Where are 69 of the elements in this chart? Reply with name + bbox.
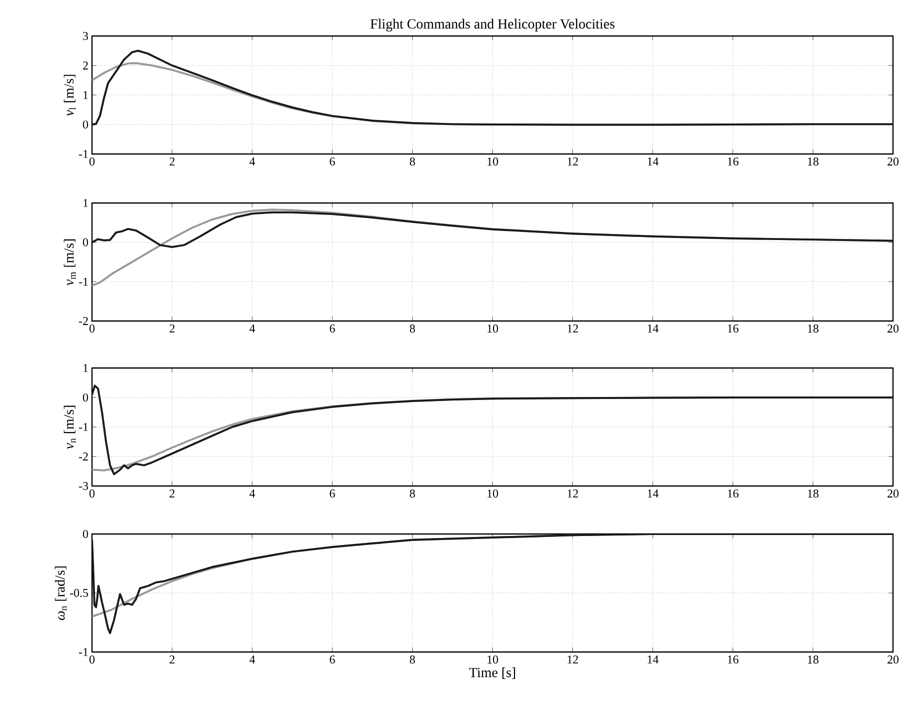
x-tick-label: 16 (728, 489, 738, 498)
y-tick-label: -1 (78, 150, 88, 158)
x-tick-label: 18 (808, 324, 818, 333)
y-tick-label: 0 (82, 238, 88, 246)
y-axis-title: v$_{n}$ [m/s] (64, 406, 76, 450)
y-tick-label: -0.5 (70, 588, 88, 598)
x-tick-label: 2 (170, 656, 174, 664)
y-tick-label: 3 (83, 32, 88, 40)
x-tick-label: 0 (89, 324, 95, 333)
y-tick-label: 0 (82, 120, 88, 129)
y-tick-label: -2 (78, 452, 88, 460)
x-tick-label: 18 (808, 490, 818, 498)
x-axis-title: Time [s] (469, 667, 516, 679)
x-tick-label: 14 (648, 158, 659, 166)
y-axis-title: ω$_{n}$ [rad/s] (54, 566, 67, 620)
x-tick-label: 10 (488, 656, 498, 664)
y-tick-label: -1 (78, 423, 88, 431)
y-tick-label: 1 (84, 364, 88, 372)
x-tick-label: 4 (249, 656, 256, 664)
x-tick-label: 8 (410, 656, 415, 664)
x-tick-label: 4 (249, 324, 256, 332)
y-tick-label: -2 (78, 317, 88, 325)
x-tick-label: 10 (488, 324, 498, 333)
y-tick-label: -1 (78, 648, 88, 656)
y-tick-label: -3 (78, 482, 88, 490)
x-tick-label: 16 (728, 324, 738, 333)
y-axis-title: v$_{m}$ [m/s] (64, 239, 76, 286)
x-tick-label: 6 (330, 324, 335, 333)
y-tick-label: 0 (82, 530, 88, 538)
y-tick-label: 1 (84, 199, 88, 207)
x-tick-label: 20 (888, 656, 899, 664)
x-tick-label: 6 (330, 157, 335, 166)
x-tick-label: 14 (648, 656, 659, 664)
x-tick-label: 20 (888, 324, 899, 333)
y-tick-label: 1 (84, 91, 88, 99)
line-series (92, 211, 894, 248)
x-tick-label: 0 (89, 158, 95, 166)
x-tick-label: 2 (170, 324, 174, 332)
x-tick-label: 8 (410, 324, 415, 333)
x-tick-label: 8 (410, 158, 415, 166)
x-tick-label: 20 (888, 490, 899, 498)
x-tick-label: 18 (808, 656, 818, 664)
x-tick-label: 0 (89, 656, 95, 664)
x-tick-label: 2 (170, 157, 174, 166)
y-axis-title: v$_{l}$ [m/s] (64, 74, 76, 116)
x-tick-label: 18 (808, 158, 818, 166)
y-tick-label: 0 (82, 393, 88, 402)
x-tick-label: 2 (170, 489, 174, 498)
x-tick-label: 10 (488, 158, 498, 166)
x-tick-label: 8 (410, 490, 415, 498)
x-tick-label: 14 (648, 324, 659, 332)
x-tick-label: 0 (89, 490, 95, 498)
y-tick-label: -1 (78, 278, 88, 286)
x-tick-label: 6 (330, 489, 335, 498)
x-tick-label: 12 (568, 157, 578, 166)
x-tick-label: 4 (249, 489, 256, 498)
x-tick-label: 20 (888, 158, 899, 166)
x-tick-label: 6 (330, 656, 335, 664)
x-tick-label: 16 (728, 157, 738, 166)
x-tick-label: 4 (249, 157, 256, 166)
chart-title: Flight Commands and Helicopter Velocities (370, 18, 614, 32)
x-tick-label: 16 (728, 656, 738, 664)
x-tick-label: 14 (648, 490, 659, 498)
x-tick-label: 10 (488, 490, 498, 498)
x-tick-label: 12 (568, 324, 578, 332)
line-series (92, 50, 894, 126)
y-tick-label: 2 (83, 62, 88, 70)
x-tick-label: 12 (568, 656, 578, 664)
x-tick-label: 12 (568, 489, 578, 498)
